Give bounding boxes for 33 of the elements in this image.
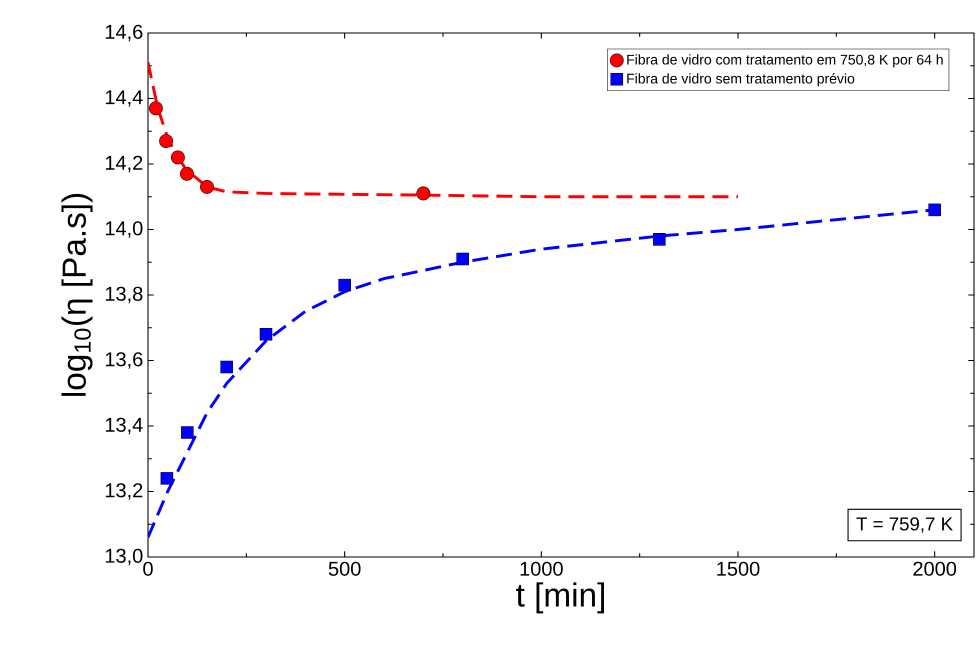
y-tick-label: 14,4 xyxy=(106,90,143,107)
point xyxy=(260,328,272,341)
point xyxy=(416,186,430,200)
y-tick-label: 14,0 xyxy=(106,221,142,238)
x-tick-label: 0 xyxy=(143,562,153,576)
x-axis-title: t [min] xyxy=(516,582,604,614)
point xyxy=(338,278,351,292)
y-axis-title: log$_{10}$(η [Pa.s]) xyxy=(61,194,93,396)
point xyxy=(200,180,214,194)
point xyxy=(180,166,194,181)
y-tick-label: 13,2 xyxy=(106,483,142,500)
y-tick-label: 13,0 xyxy=(106,548,142,566)
legend-label: Fibra de vidro com tratamento em 750,8 K por 64 h xyxy=(627,54,943,68)
point xyxy=(220,360,233,374)
point xyxy=(148,101,163,116)
point xyxy=(928,204,941,216)
y-tick-label: 14,6 xyxy=(106,24,142,42)
legend-label: Fibra de vidro sem tratamento prévio xyxy=(627,73,854,86)
x-tick-label: 2000 xyxy=(913,562,956,576)
point xyxy=(456,252,469,266)
point xyxy=(170,150,185,164)
point xyxy=(653,233,666,246)
point xyxy=(160,472,174,485)
y-tick-label: 13,6 xyxy=(106,352,142,369)
x-tick-label: 500 xyxy=(328,562,361,576)
x-tick-label: 1000 xyxy=(520,562,563,576)
point xyxy=(181,426,194,439)
x-tick-label: 1500 xyxy=(717,562,760,576)
point xyxy=(159,134,174,148)
y-tick-label: 14,2 xyxy=(106,156,142,172)
y-tick-label: 13,4 xyxy=(106,418,143,434)
y-tick-label: 13,8 xyxy=(106,286,142,304)
annotation: T = 759,7 K xyxy=(856,517,953,533)
